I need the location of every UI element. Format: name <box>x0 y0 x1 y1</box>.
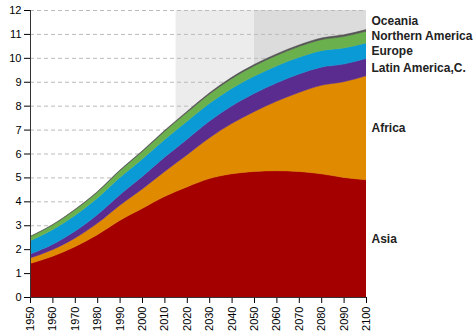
svg-text:2010: 2010 <box>158 307 170 331</box>
svg-text:11: 11 <box>10 28 21 40</box>
svg-text:Africa: Africa <box>372 121 406 135</box>
svg-text:2020: 2020 <box>181 307 193 331</box>
svg-text:2070: 2070 <box>293 307 305 331</box>
svg-text:2100: 2100 <box>360 307 372 331</box>
svg-text:4: 4 <box>15 195 21 207</box>
svg-text:2000: 2000 <box>136 307 148 331</box>
svg-text:6: 6 <box>15 148 21 160</box>
svg-text:Asia: Asia <box>372 232 398 246</box>
svg-text:3: 3 <box>15 219 21 231</box>
svg-text:8: 8 <box>15 100 21 112</box>
svg-text:1980: 1980 <box>91 307 103 331</box>
svg-text:2050: 2050 <box>248 307 260 331</box>
svg-text:2030: 2030 <box>203 307 215 331</box>
svg-text:9: 9 <box>15 76 21 88</box>
svg-text:7: 7 <box>15 124 21 136</box>
svg-text:2080: 2080 <box>315 307 327 331</box>
svg-text:Northern America: Northern America <box>372 29 473 43</box>
svg-text:12: 12 <box>9 4 21 16</box>
svg-text:0: 0 <box>15 291 21 303</box>
svg-text:2090: 2090 <box>338 307 350 331</box>
svg-text:Oceania: Oceania <box>372 14 419 28</box>
svg-text:2060: 2060 <box>270 307 282 331</box>
svg-text:1960: 1960 <box>46 307 58 331</box>
svg-text:2: 2 <box>15 243 21 255</box>
svg-text:1990: 1990 <box>114 307 126 331</box>
svg-text:Europe: Europe <box>372 44 414 58</box>
svg-text:1970: 1970 <box>69 307 81 331</box>
svg-text:2040: 2040 <box>226 307 238 331</box>
svg-text:5: 5 <box>15 171 21 183</box>
svg-text:10: 10 <box>9 52 21 64</box>
svg-text:1: 1 <box>15 267 21 279</box>
svg-text:1950: 1950 <box>24 307 36 331</box>
svg-text:Latin America,C.: Latin America,C. <box>372 61 466 75</box>
